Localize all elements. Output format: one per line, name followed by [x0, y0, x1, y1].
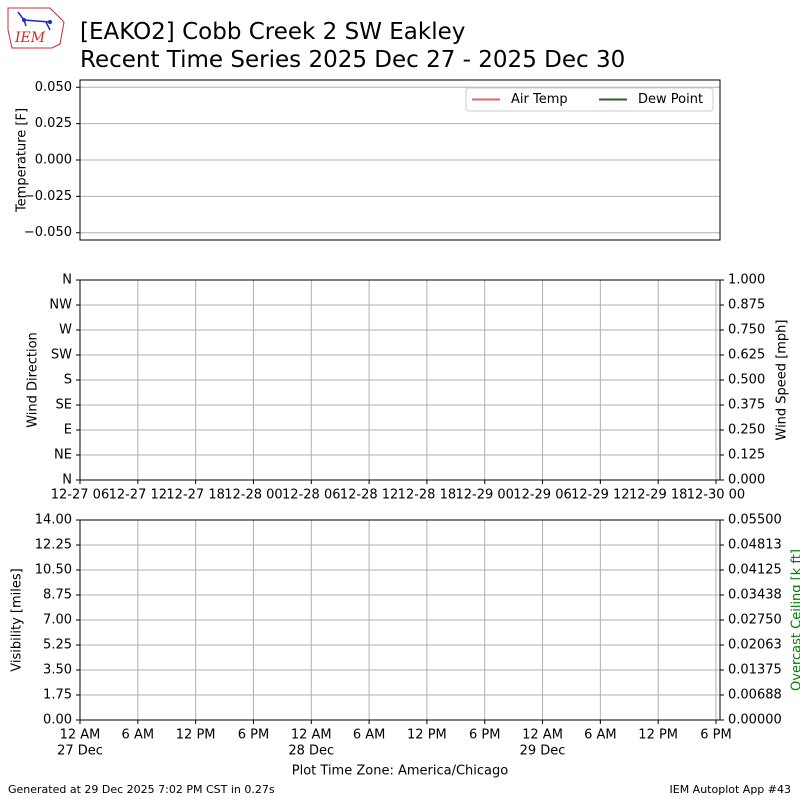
- x-tick-label: 12 PM: [176, 728, 216, 743]
- y-axis-label: Wind Direction: [26, 332, 41, 428]
- y2-tick-label: 0.750: [728, 323, 765, 338]
- y-tick-label: NE: [54, 448, 72, 463]
- y-tick-label: 1.75: [43, 688, 72, 703]
- y2-tick-label: 0.04125: [728, 563, 782, 578]
- y-tick-label: 12.25: [35, 538, 72, 553]
- x-tick-label: 12-28 12: [340, 488, 398, 503]
- x-tick-label: 6 PM: [469, 728, 500, 743]
- y2-axis-label: Wind Speed [mph]: [775, 320, 790, 441]
- y-tick-label: 8.75: [43, 588, 72, 603]
- y2-tick-label: 0.125: [728, 448, 765, 463]
- x-axis-label: Plot Time Zone: America/Chicago: [292, 764, 508, 779]
- y-tick-label: N: [62, 273, 72, 288]
- y2-tick-label: 1.000: [728, 273, 765, 288]
- y2-axis-label: Overcast Ceiling [k ft]: [790, 549, 800, 691]
- y-tick-label: 0.025: [35, 116, 72, 131]
- x-tick-label: 12-28 00: [224, 488, 282, 503]
- y-tick-label: 5.25: [43, 638, 72, 653]
- y-tick-label: S: [64, 373, 72, 388]
- x-tick-label: 12 AM: [522, 728, 563, 743]
- plot-frame: [79, 519, 721, 721]
- x-tick-label: 12-27 06: [51, 488, 109, 503]
- y2-tick-label: 0.05500: [728, 513, 782, 528]
- x-tick-sublabel: 28 Dec: [288, 744, 334, 759]
- y2-tick-label: 0.500: [728, 373, 765, 388]
- x-tick-label: 12-29 00: [455, 488, 513, 503]
- y-tick-label: 0.050: [35, 80, 72, 95]
- x-tick-label: 12 AM: [60, 728, 101, 743]
- y2-tick-label: 0.375: [728, 398, 765, 413]
- y-tick-label: 10.50: [35, 563, 72, 578]
- x-tick-label: 6 PM: [700, 728, 731, 743]
- y-tick-label: NW: [49, 298, 72, 313]
- x-tick-label: 6 PM: [238, 728, 269, 743]
- y-tick-label: E: [64, 423, 72, 438]
- x-tick-label: 12-28 06: [282, 488, 340, 503]
- x-tick-sublabel: 27 Dec: [57, 744, 103, 759]
- y2-tick-label: 0.03438: [728, 588, 782, 603]
- legend-label: Dew Point: [638, 92, 703, 107]
- y-tick-label: −0.050: [24, 225, 72, 240]
- x-tick-label: 12-29 18: [629, 488, 687, 503]
- y2-tick-label: 0.02750: [728, 613, 782, 628]
- x-tick-label: 12 PM: [638, 728, 678, 743]
- x-tick-label: 6 AM: [353, 728, 386, 743]
- x-tick-label: 12-27 12: [109, 488, 167, 503]
- y2-tick-label: 0.625: [728, 348, 765, 363]
- y-tick-label: 14.00: [35, 513, 72, 528]
- x-tick-label: 12 AM: [291, 728, 332, 743]
- y2-tick-label: 0.04813: [728, 538, 782, 553]
- chart-title: [EAKO2] Cobb Creek 2 SW Eakley: [80, 19, 465, 45]
- y-tick-label: SW: [51, 348, 72, 363]
- y-tick-label: SE: [56, 398, 72, 413]
- plot-frame: [79, 279, 721, 481]
- y-tick-label: 0.00: [43, 713, 72, 728]
- x-tick-label: 12-29 06: [513, 488, 571, 503]
- y-tick-label: N: [62, 473, 72, 488]
- x-tick-label: 12-28 18: [398, 488, 456, 503]
- x-tick-label: 12 PM: [407, 728, 447, 743]
- x-tick-sublabel: 29 Dec: [520, 744, 566, 759]
- y-axis-label: Visibility [miles]: [10, 568, 25, 671]
- chart-subtitle: Recent Time Series 2025 Dec 27 - 2025 De…: [80, 47, 625, 73]
- logo: IEM: [7, 7, 65, 49]
- y-tick-label: 3.50: [43, 663, 72, 678]
- x-tick-label: 12-29 12: [571, 488, 629, 503]
- footer-left: Generated at 29 Dec 2025 7:02 PM CST in …: [8, 783, 275, 796]
- y-tick-label: −0.025: [24, 189, 72, 204]
- y2-tick-label: 0.01375: [728, 663, 782, 678]
- plot-frame: [79, 79, 721, 241]
- x-tick-label: 12-27 18: [166, 488, 224, 503]
- y-axis-label: Temperature [F]: [15, 108, 30, 213]
- y2-tick-label: 0.250: [728, 423, 765, 438]
- y-tick-label: W: [59, 323, 72, 338]
- x-tick-label: 12-30 00: [687, 488, 745, 503]
- x-tick-label: 6 AM: [122, 728, 155, 743]
- logo-text: IEM: [14, 30, 46, 46]
- y-tick-label: 7.00: [43, 613, 72, 628]
- legend-label: Air Temp: [511, 92, 568, 107]
- legend-box: [465, 87, 714, 112]
- x-tick-label: 6 AM: [584, 728, 617, 743]
- y-tick-label: 0.000: [35, 153, 72, 168]
- footer-right: IEM Autoplot App #43: [670, 783, 792, 796]
- y2-tick-label: 0.00000: [728, 713, 782, 728]
- y2-tick-label: 0.000: [728, 473, 765, 488]
- y2-tick-label: 0.875: [728, 298, 765, 313]
- y2-tick-label: 0.02063: [728, 638, 782, 653]
- y2-tick-label: 0.00688: [728, 688, 782, 703]
